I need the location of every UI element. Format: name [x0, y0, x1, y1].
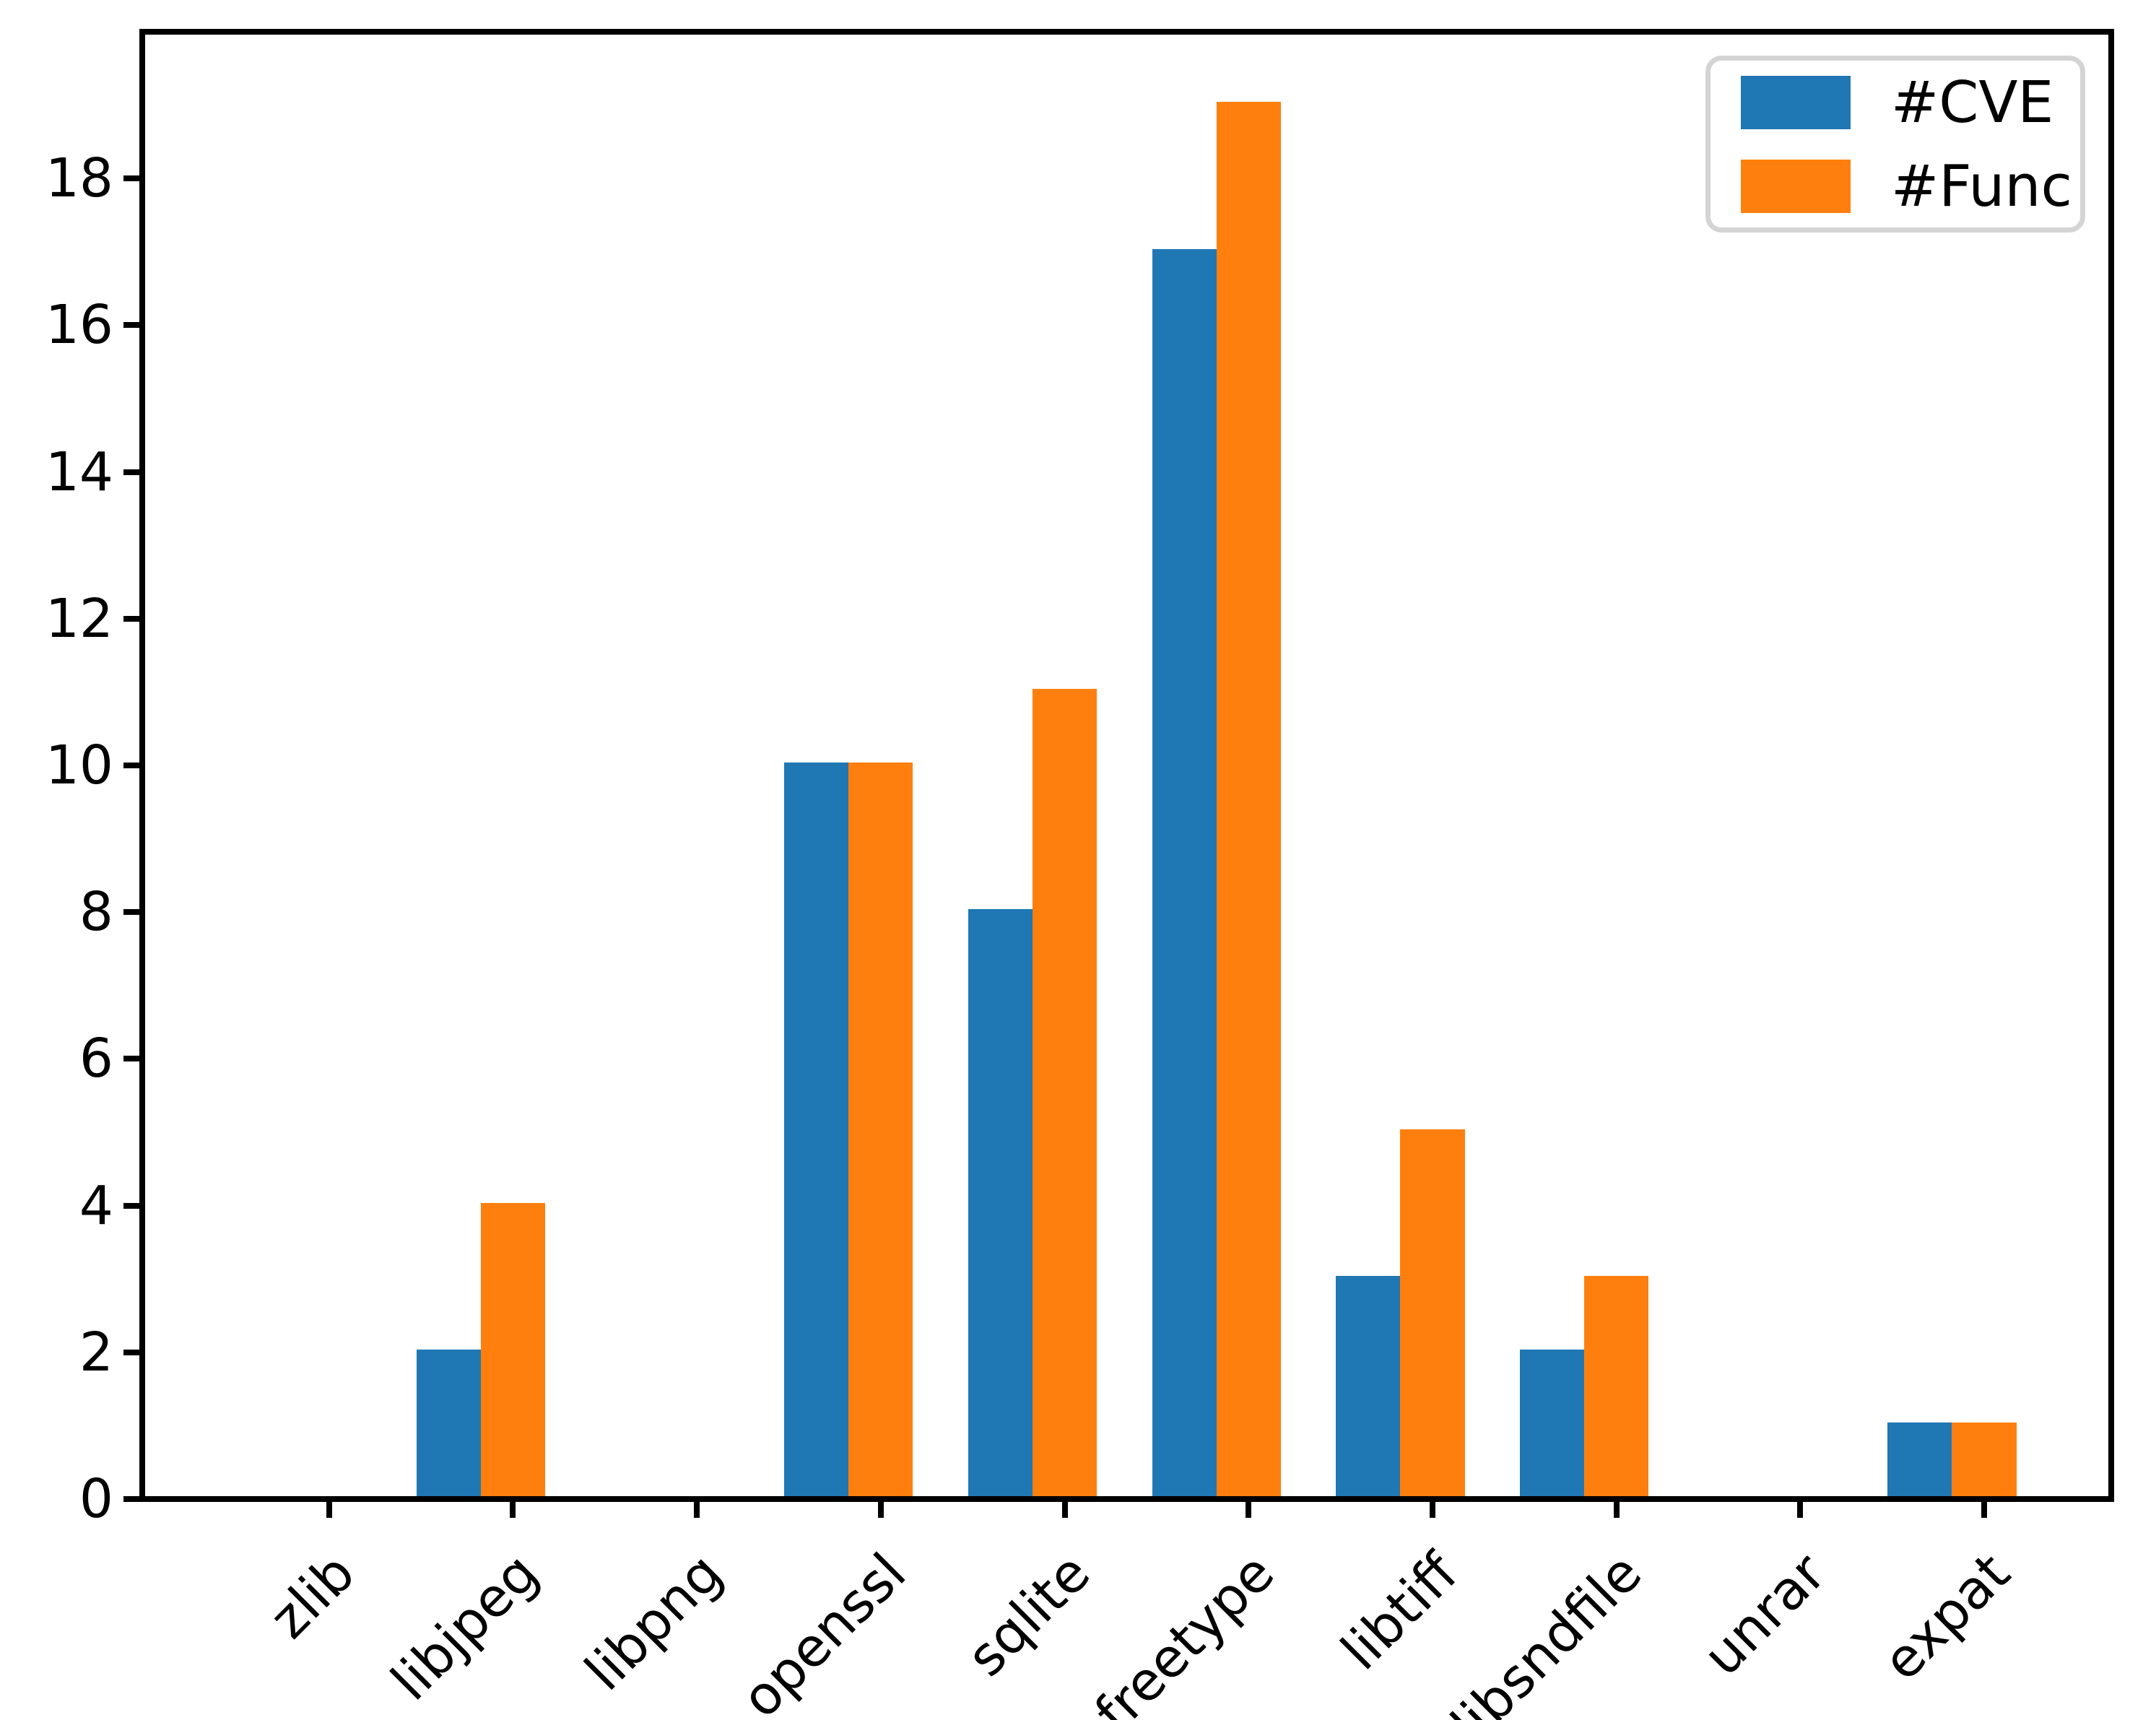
- x-tick-libsndfile: [1613, 1502, 1620, 1518]
- bar-cve-freetype: [1152, 248, 1217, 1496]
- x-tick-label-freetype: freetype: [1083, 1542, 1287, 1720]
- bar-func-openssl: [848, 762, 913, 1496]
- plot-area: [139, 29, 2114, 1502]
- bar-func-libsndfile: [1584, 1276, 1649, 1496]
- legend-item-cve: #CVE: [1741, 73, 2080, 132]
- y-tick-18: [123, 175, 139, 182]
- y-tick-6: [123, 1056, 139, 1062]
- y-tick-label-12: 12: [45, 587, 113, 650]
- y-tick-label-4: 4: [79, 1174, 113, 1237]
- legend: #CVE #Func: [1705, 56, 2085, 233]
- bar-func-libtiff: [1400, 1129, 1465, 1496]
- x-tick-label-openssl: openssl: [730, 1542, 918, 1720]
- x-tick-libpng: [694, 1502, 700, 1518]
- y-tick-label-16: 16: [45, 294, 113, 357]
- x-tick-label-libtiff: libtiff: [1329, 1542, 1470, 1682]
- bar-cve-openssl: [784, 762, 849, 1496]
- x-tick-libtiff: [1429, 1502, 1435, 1518]
- y-tick-8: [123, 909, 139, 916]
- legend-swatch-func: [1741, 159, 1851, 213]
- x-tick-label-unrar: unrar: [1692, 1542, 1838, 1688]
- bar-func-libjpeg: [480, 1202, 545, 1496]
- x-tick-label-sqlite: sqlite: [955, 1542, 1103, 1689]
- x-tick-libjpeg: [510, 1502, 516, 1518]
- bars-layer: [145, 35, 2108, 1496]
- bar-func-sqlite: [1032, 689, 1097, 1496]
- bar-cve-libsndfile: [1519, 1349, 1585, 1496]
- bar-cve-libjpeg: [416, 1349, 481, 1496]
- legend-label-func: #Func: [1891, 152, 2072, 220]
- x-tick-expat: [1981, 1502, 1988, 1518]
- x-tick-label-expat: expat: [1871, 1542, 2022, 1693]
- bar-cve-sqlite: [968, 909, 1033, 1496]
- y-tick-14: [123, 469, 139, 475]
- x-tick-unrar: [1797, 1502, 1804, 1518]
- y-tick-label-8: 8: [79, 881, 113, 944]
- y-tick-0: [123, 1496, 139, 1502]
- x-tick-label-libpng: libpng: [573, 1542, 735, 1703]
- legend-label-cve: #CVE: [1891, 69, 2054, 136]
- x-tick-label-libsndfile: libsndfile: [1440, 1542, 1654, 1720]
- y-tick-12: [123, 615, 139, 622]
- y-tick-label-0: 0: [79, 1468, 113, 1530]
- y-tick-label-14: 14: [45, 440, 113, 503]
- x-tick-zlib: [326, 1502, 332, 1518]
- x-tick-openssl: [877, 1502, 884, 1518]
- y-tick-4: [123, 1202, 139, 1209]
- legend-item-func: #Func: [1741, 157, 2080, 216]
- bar-func-expat: [1952, 1423, 2017, 1496]
- y-tick-10: [123, 762, 139, 768]
- bar-cve-expat: [1887, 1423, 1952, 1496]
- x-tick-freetype: [1246, 1502, 1252, 1518]
- legend-swatch-cve: [1741, 75, 1851, 129]
- x-tick-label-zlib: zlib: [258, 1542, 367, 1651]
- y-tick-label-10: 10: [45, 734, 113, 796]
- y-tick-label-18: 18: [45, 147, 113, 210]
- y-tick-2: [123, 1349, 139, 1355]
- y-tick-label-6: 6: [79, 1028, 113, 1090]
- y-tick-16: [123, 322, 139, 329]
- x-tick-sqlite: [1061, 1502, 1068, 1518]
- y-tick-label-2: 2: [79, 1321, 113, 1384]
- bar-func-freetype: [1216, 102, 1281, 1496]
- bar-cve-libtiff: [1336, 1276, 1401, 1496]
- x-tick-label-libjpeg: libjpeg: [380, 1542, 551, 1713]
